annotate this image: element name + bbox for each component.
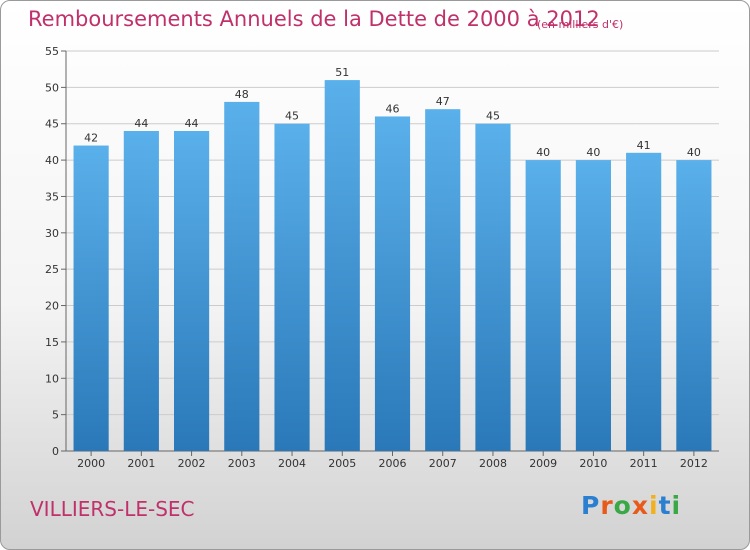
- x-tick-label: 2011: [630, 457, 658, 470]
- x-tick-label: 2007: [429, 457, 457, 470]
- bar-2006: [374, 116, 411, 452]
- y-tick-label: 0: [52, 445, 59, 458]
- data-label: 45: [285, 110, 299, 123]
- x-tick-label: 2003: [228, 457, 256, 470]
- y-tick-label: 10: [45, 372, 59, 385]
- bar-2010: [575, 160, 612, 451]
- y-tick-label: 35: [45, 190, 59, 203]
- logo-letter: r: [600, 491, 614, 520]
- bars: [73, 80, 712, 452]
- data-label: 46: [386, 102, 400, 115]
- bar-2004: [274, 123, 310, 452]
- data-label: 40: [687, 146, 701, 159]
- y-tick-label: 50: [45, 81, 59, 94]
- logo-letter: i: [671, 491, 682, 520]
- bar-2009: [525, 160, 561, 451]
- logo-letter: o: [613, 491, 632, 520]
- x-tick-label: 2001: [127, 457, 155, 470]
- x-tick-label: 2002: [178, 457, 206, 470]
- bar-2012: [676, 160, 712, 451]
- bar-2005: [324, 80, 360, 451]
- y-tick-label: 20: [45, 300, 59, 313]
- data-label: 47: [436, 95, 450, 108]
- y-tick-label: 30: [45, 227, 59, 240]
- data-label: 40: [536, 146, 550, 159]
- data-label: 51: [335, 66, 349, 79]
- logo-letter: i: [649, 491, 659, 520]
- data-label: 44: [134, 117, 148, 130]
- commune-name: VILLIERS-LE-SEC: [30, 497, 195, 521]
- y-tick-label: 45: [45, 118, 59, 131]
- data-labels: 42 44 44 48 45 51 46 47 45 40 40 41 40: [84, 66, 701, 159]
- chart-title: Remboursements Annuels de la Dette de 20…: [28, 7, 600, 31]
- logo-letter: P: [581, 491, 601, 520]
- x-tick-label: 2004: [278, 457, 306, 470]
- y-tick-label: 55: [45, 45, 59, 58]
- y-tick-label: 25: [45, 263, 59, 276]
- logo-letter: t: [658, 491, 672, 520]
- chart-subtitle: (en milliers d'€): [537, 18, 624, 31]
- logo-letter: x: [631, 491, 649, 520]
- proxiti-logo: Proxiti: [581, 491, 681, 520]
- y-tick-label: 15: [45, 336, 59, 349]
- x-tick-label: 2009: [529, 457, 557, 470]
- data-label: 40: [586, 146, 600, 159]
- data-label: 45: [486, 110, 500, 123]
- x-tick-label: 2000: [77, 457, 105, 470]
- data-label: 48: [235, 88, 249, 101]
- bar-2011: [626, 152, 662, 451]
- bar-2000: [73, 145, 109, 451]
- bar-2002: [173, 131, 210, 451]
- y-tick-label: 5: [52, 409, 59, 422]
- data-label: 44: [185, 117, 199, 130]
- bar-2007: [425, 109, 461, 451]
- bar-2001: [123, 131, 159, 451]
- y-tick-label: 40: [45, 154, 59, 167]
- x-tick-label: 2005: [328, 457, 356, 470]
- data-label: 41: [637, 139, 651, 152]
- x-tick-label: 2012: [680, 457, 708, 470]
- bar-2008: [475, 123, 511, 452]
- bar-2003: [224, 101, 260, 451]
- data-label: 42: [84, 132, 98, 145]
- x-tick-label: 2006: [379, 457, 407, 470]
- x-tick-label: 2008: [479, 457, 507, 470]
- x-tick-label: 2010: [579, 457, 607, 470]
